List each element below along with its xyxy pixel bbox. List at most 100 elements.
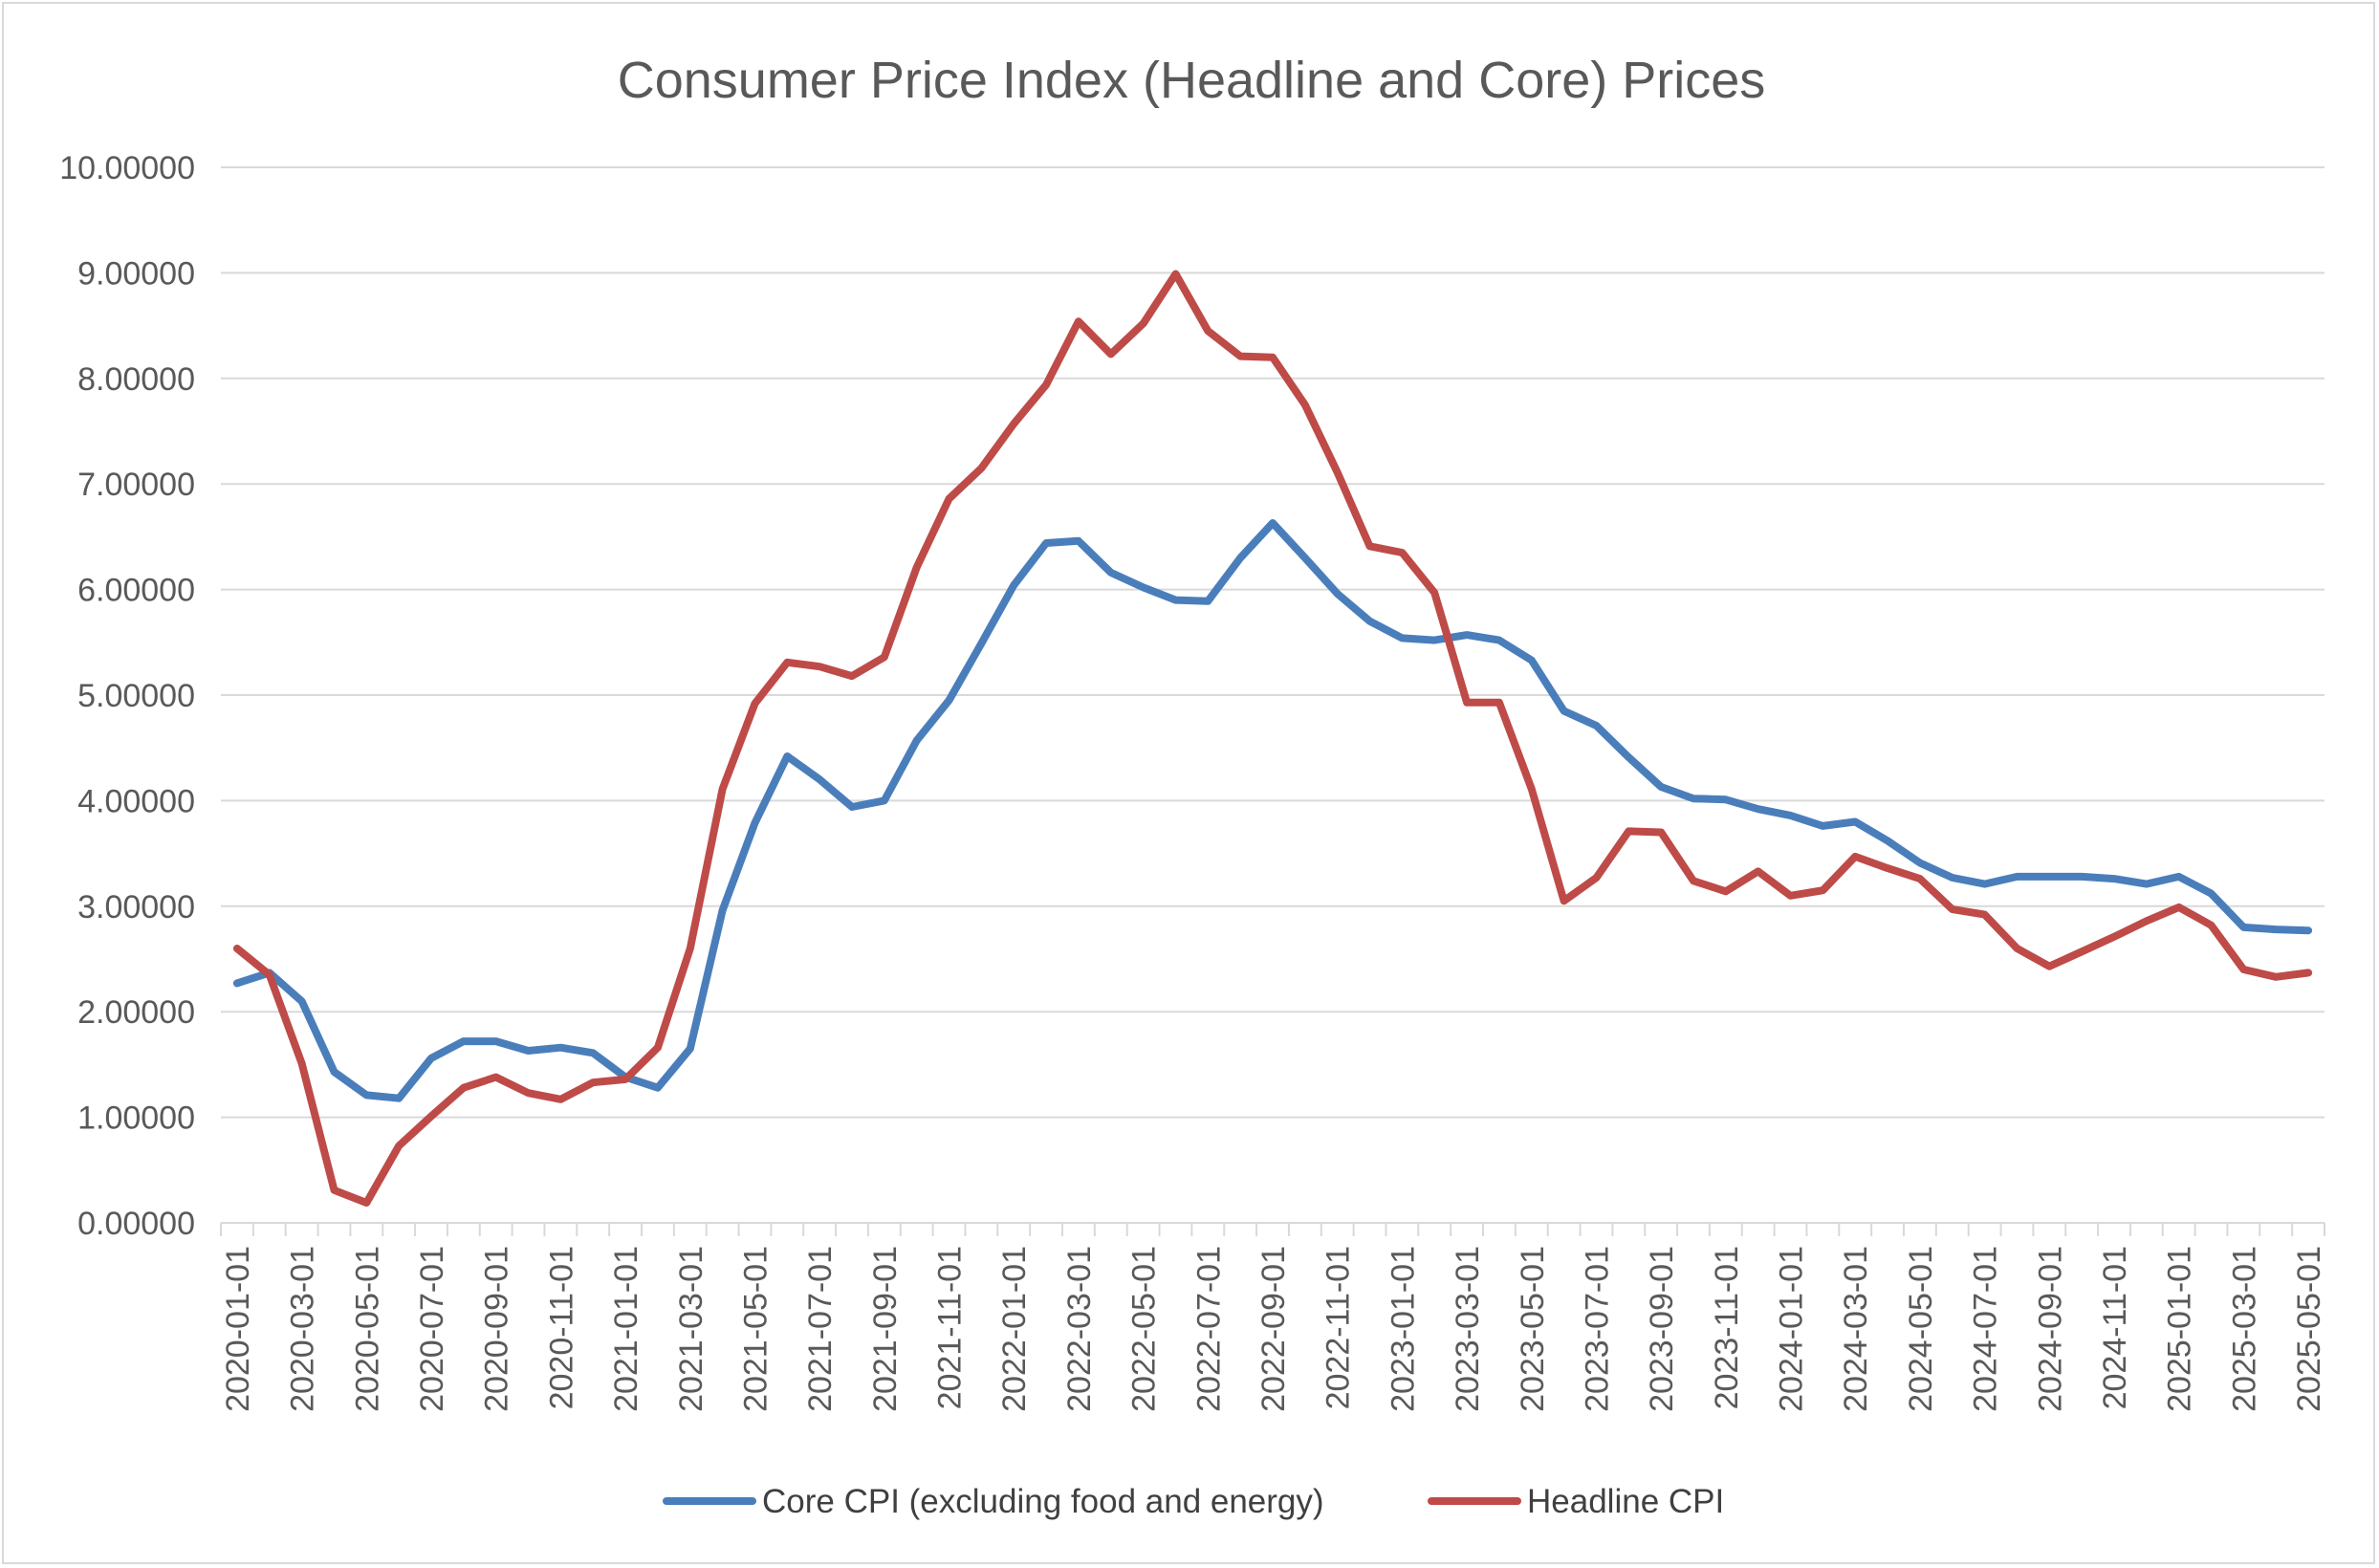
data-point-1 xyxy=(657,1047,659,1049)
x-axis-labels: 2020-01-01 2020-03-01 2020-05-01 2020-07-01… xyxy=(220,1246,2327,1412)
data-point-0 xyxy=(559,1047,561,1049)
data-point-1 xyxy=(301,1062,303,1064)
x-tick-label: 2024-11-01 xyxy=(2097,1246,2133,1409)
series-line-1 xyxy=(232,270,2313,1207)
data-point-0 xyxy=(1952,877,1953,879)
x-tick-label: 2020-09-01 xyxy=(479,1246,515,1412)
data-point-1 xyxy=(754,703,755,705)
data-point-0 xyxy=(722,909,724,911)
data-point-0 xyxy=(463,1040,465,1042)
y-tick-label: 4.00000 xyxy=(77,783,195,819)
x-tick-label: 2024-01-01 xyxy=(1774,1246,1810,1412)
legend-label-0: Core CPI (excluding food and energy) xyxy=(762,1483,1324,1520)
x-tick-label: 2025-01-01 xyxy=(2162,1246,2198,1412)
data-point-0 xyxy=(689,1048,691,1050)
data-point-0 xyxy=(1272,522,1274,524)
x-tick-label: 2025-03-01 xyxy=(2226,1246,2262,1412)
y-tick-label: 5.00000 xyxy=(77,678,195,714)
data-point-1 xyxy=(1757,870,1759,872)
x-tick-label: 2023-01-01 xyxy=(1385,1246,1421,1412)
data-point-1 xyxy=(1822,889,1823,891)
data-point-0 xyxy=(1854,821,1856,822)
data-point-0 xyxy=(1433,640,1435,642)
data-point-1 xyxy=(2242,969,2244,970)
data-point-1 xyxy=(1433,592,1435,594)
data-point-1 xyxy=(398,1144,400,1146)
data-point-1 xyxy=(430,1116,432,1117)
x-tick-label: 2021-03-01 xyxy=(673,1246,709,1412)
data-point-1 xyxy=(1143,322,1145,324)
data-point-0 xyxy=(1175,599,1176,601)
data-point-0 xyxy=(1757,808,1759,810)
data-point-1 xyxy=(722,788,724,790)
series-lines xyxy=(232,270,2313,1207)
data-point-1 xyxy=(1563,900,1565,902)
data-point-0 xyxy=(2307,929,2309,931)
data-point-1 xyxy=(2113,936,2115,938)
y-tick-label: 9.00000 xyxy=(77,255,195,292)
x-tick-label: 2024-05-01 xyxy=(1903,1246,1939,1412)
data-point-0 xyxy=(1337,593,1339,595)
y-tick-label: 8.00000 xyxy=(77,361,195,398)
data-point-0 xyxy=(1013,584,1015,586)
data-point-0 xyxy=(365,1094,367,1096)
data-point-1 xyxy=(2081,950,2083,952)
data-point-0 xyxy=(1984,883,1986,885)
data-point-0 xyxy=(1660,786,1662,788)
data-point-0 xyxy=(1563,710,1565,712)
y-axis: 0.00000 1.00000 2.00000 3.00000 4.00000 5.000… xyxy=(59,150,195,1242)
data-point-1 xyxy=(1304,403,1306,405)
x-tick-label: 2022-01-01 xyxy=(996,1246,1033,1412)
data-point-0 xyxy=(301,1000,303,1002)
data-point-1 xyxy=(559,1099,561,1100)
data-point-1 xyxy=(1984,914,1986,916)
data-point-0 xyxy=(1239,557,1241,558)
y-tick-label: 3.00000 xyxy=(77,889,195,926)
data-point-0 xyxy=(1919,862,1921,863)
data-point-1 xyxy=(495,1077,497,1078)
data-point-1 xyxy=(1790,895,1791,897)
data-point-1 xyxy=(851,675,853,677)
data-point-0 xyxy=(2146,883,2148,885)
data-point-1 xyxy=(1596,877,1597,879)
data-point-1 xyxy=(1239,356,1241,358)
data-point-1 xyxy=(528,1092,529,1094)
data-point-0 xyxy=(528,1050,529,1052)
data-point-0 xyxy=(1110,572,1112,574)
data-point-1 xyxy=(786,662,788,664)
data-point-0 xyxy=(980,642,982,644)
data-point-1 xyxy=(1175,273,1176,274)
data-point-1 xyxy=(2178,906,2180,908)
data-point-1 xyxy=(1207,330,1209,332)
data-point-0 xyxy=(236,982,238,984)
x-tick-label: 2022-07-01 xyxy=(1190,1246,1227,1412)
x-tick-label: 2022-09-01 xyxy=(1255,1246,1292,1412)
data-point-1 xyxy=(2211,925,2212,926)
data-point-1 xyxy=(365,1202,367,1204)
data-point-0 xyxy=(592,1052,594,1054)
x-tick-label: 2023-03-01 xyxy=(1450,1246,1486,1412)
data-point-0 xyxy=(1531,660,1533,662)
data-point-1 xyxy=(1337,471,1339,473)
data-point-0 xyxy=(2081,876,2083,878)
data-point-1 xyxy=(624,1078,626,1080)
x-tick-label: 2021-05-01 xyxy=(737,1246,774,1412)
data-point-1 xyxy=(689,947,691,949)
chart: Consumer Price Index (Headline and Core)… xyxy=(59,52,2327,1520)
y-tick-label: 2.00000 xyxy=(77,994,195,1031)
data-point-1 xyxy=(1660,832,1662,833)
data-point-1 xyxy=(2017,947,2018,949)
data-point-0 xyxy=(754,822,755,824)
data-point-1 xyxy=(1498,702,1500,704)
data-point-0 xyxy=(2017,876,2018,878)
legend: Core CPI (excluding food and energy) Head… xyxy=(663,1483,1724,1520)
data-point-1 xyxy=(236,947,238,949)
data-point-0 xyxy=(1304,557,1306,558)
data-point-0 xyxy=(2048,876,2050,878)
data-point-1 xyxy=(1692,880,1694,882)
data-point-1 xyxy=(334,1189,335,1191)
data-point-0 xyxy=(1207,600,1209,602)
x-tick-label: 2023-07-01 xyxy=(1579,1246,1615,1412)
data-point-1 xyxy=(2048,966,2050,968)
data-point-1 xyxy=(1531,788,1533,790)
